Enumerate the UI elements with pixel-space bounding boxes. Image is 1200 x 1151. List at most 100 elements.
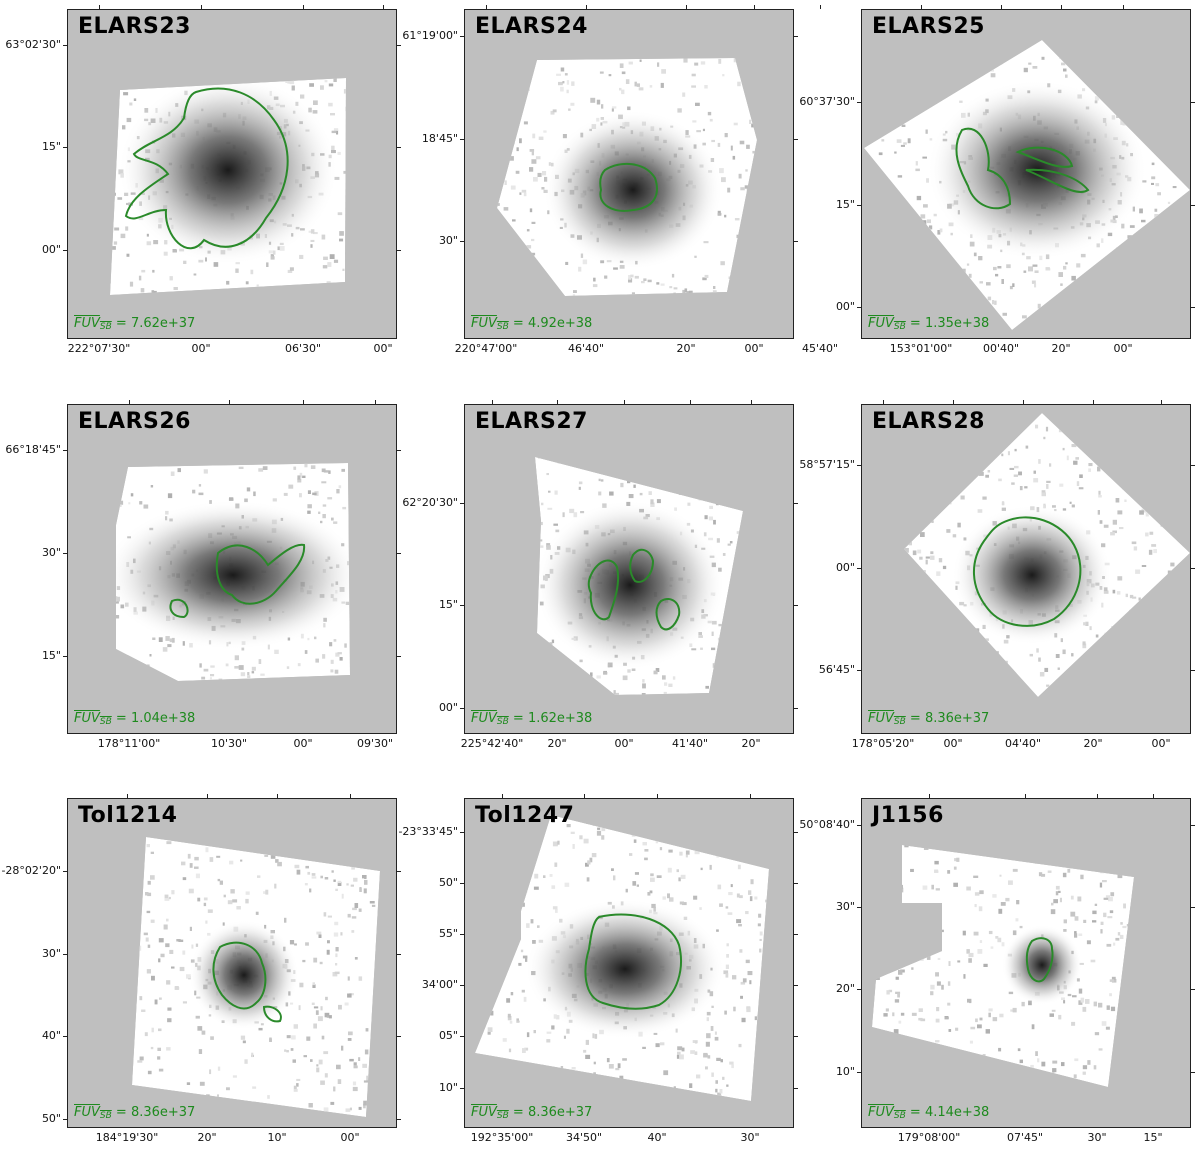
x-tick-label: 178°11'00" [97, 737, 161, 750]
x-tick-mark-top [1123, 5, 1124, 9]
x-tick-mark-top [99, 5, 100, 9]
x-tick-mark-top [1061, 5, 1062, 9]
x-tick-mark-top [657, 794, 658, 798]
x-tick-label: 30" [740, 1131, 760, 1144]
y-tick-mark [857, 205, 861, 206]
y-tick-mark [460, 985, 464, 986]
fuv-sb-label: FUVSB = 1.35e+38 [868, 316, 990, 332]
y-tick-mark-right [794, 1088, 798, 1089]
x-tick-mark-top [557, 400, 558, 404]
y-tick-mark [63, 1119, 67, 1120]
y-tick-mark [460, 708, 464, 709]
galaxy-image [110, 78, 346, 295]
galaxy-image [116, 463, 350, 681]
panel-image-elars23: ELARS23 FUVSB = 7.62e+37 [67, 9, 397, 339]
x-tick-label: 06'30" [284, 342, 322, 355]
y-tick-label: 15" [41, 140, 61, 153]
panel-image-elars28: ELARS28 FUVSB = 8.36e+37 [861, 404, 1191, 734]
fuv-contour [972, 516, 1082, 627]
x-tick-mark-top [383, 5, 384, 9]
panel-title: ELARS26 [78, 409, 191, 434]
y-tick-label: 18'45" [421, 132, 458, 145]
y-tick-label: 40" [41, 1029, 61, 1042]
x-tick-label: 20" [197, 1131, 217, 1144]
x-tick-label: 184°19'30" [95, 1131, 159, 1144]
y-tick-mark-right [397, 147, 401, 148]
y-tick-mark-right [794, 605, 798, 606]
panel-image-elars25: ELARS25 FUVSB = 1.35e+38 [861, 9, 1191, 339]
y-tick-mark-right [1191, 205, 1195, 206]
y-tick-mark-right [397, 450, 401, 451]
panel-title: ELARS28 [872, 409, 985, 434]
y-tick-mark [63, 656, 67, 657]
x-tick-mark-top [303, 5, 304, 9]
galaxy-image [872, 845, 1134, 1087]
galaxy-image [132, 837, 380, 1117]
x-tick-label: 00" [191, 342, 211, 355]
y-tick-label: 10" [835, 1065, 855, 1078]
galaxy-emission [535, 500, 725, 670]
fuv-contour [587, 548, 681, 631]
x-tick-label: 20" [1083, 737, 1103, 750]
x-tick-mark-top [921, 5, 922, 9]
panel-title: ELARS23 [78, 14, 191, 39]
x-tick-mark-top [584, 794, 585, 798]
y-tick-mark-right [397, 1119, 401, 1120]
x-tick-label: 00" [1113, 342, 1133, 355]
y-tick-label: 58°57'15" [799, 458, 855, 471]
y-tick-mark [460, 1036, 464, 1037]
y-tick-mark [460, 241, 464, 242]
y-tick-label: 10" [438, 1081, 458, 1094]
y-tick-label: 63°02'30" [5, 38, 61, 51]
y-tick-mark [63, 250, 67, 251]
x-tick-label: 20" [1051, 342, 1071, 355]
x-tick-mark-top [502, 794, 503, 798]
fuv-sb-label: FUVSB = 1.62e+38 [471, 711, 593, 727]
y-tick-label: 30" [41, 546, 61, 559]
x-tick-mark-top [1001, 5, 1002, 9]
y-tick-mark-right [1191, 465, 1195, 466]
x-tick-label: 220°47'00" [454, 342, 518, 355]
y-tick-mark-right [1191, 102, 1195, 103]
fuv-contour [584, 913, 682, 1010]
y-tick-mark-right [1191, 825, 1195, 826]
x-tick-label: 222°07'30" [67, 342, 131, 355]
y-tick-label: 66°18'45" [5, 443, 61, 456]
fuv-sb-label: FUVSB = 8.36e+37 [74, 1105, 196, 1121]
y-tick-mark [63, 147, 67, 148]
y-tick-mark-right [397, 954, 401, 955]
x-tick-mark-top [754, 5, 755, 9]
x-tick-label: 34'50" [565, 1131, 603, 1144]
fuv-sb-label: FUVSB = 1.04e+38 [74, 711, 196, 727]
x-tick-mark-top [1023, 400, 1024, 404]
y-tick-label: 55" [438, 927, 458, 940]
panel-image-elars24: ELARS24 FUVSB = 4.92e+38 [464, 9, 794, 339]
x-tick-label: 45'40" [801, 342, 839, 355]
y-tick-mark-right [794, 139, 798, 140]
y-tick-mark [460, 832, 464, 833]
y-tick-mark [857, 568, 861, 569]
y-tick-label: 20" [835, 982, 855, 995]
x-tick-mark-top [1097, 794, 1098, 798]
y-tick-mark [63, 450, 67, 451]
y-tick-mark-right [1191, 989, 1195, 990]
galaxy-emission [1002, 925, 1082, 1005]
panel-image-tol1214: Tol1214 FUVSB = 8.36e+37 [67, 798, 397, 1128]
x-tick-label: 192°35'00" [470, 1131, 534, 1144]
x-tick-label: 09'30" [356, 737, 394, 750]
y-tick-mark [857, 907, 861, 908]
x-tick-mark-top [929, 794, 930, 798]
x-tick-label: 00'40" [982, 342, 1020, 355]
x-tick-label: 07'45" [1006, 1131, 1044, 1144]
panel-title: Tol1247 [475, 803, 575, 828]
y-tick-mark [460, 139, 464, 140]
y-tick-mark-right [1191, 1072, 1195, 1073]
y-tick-label: 62°20'30" [402, 496, 458, 509]
galaxy-emission [543, 110, 723, 270]
y-tick-label: -28°02'20" [1, 864, 61, 877]
x-tick-mark-top [229, 400, 230, 404]
y-tick-mark [460, 1088, 464, 1089]
panel-title: Tol1214 [78, 803, 178, 828]
x-tick-label: 10" [267, 1131, 287, 1144]
y-tick-mark-right [1191, 907, 1195, 908]
